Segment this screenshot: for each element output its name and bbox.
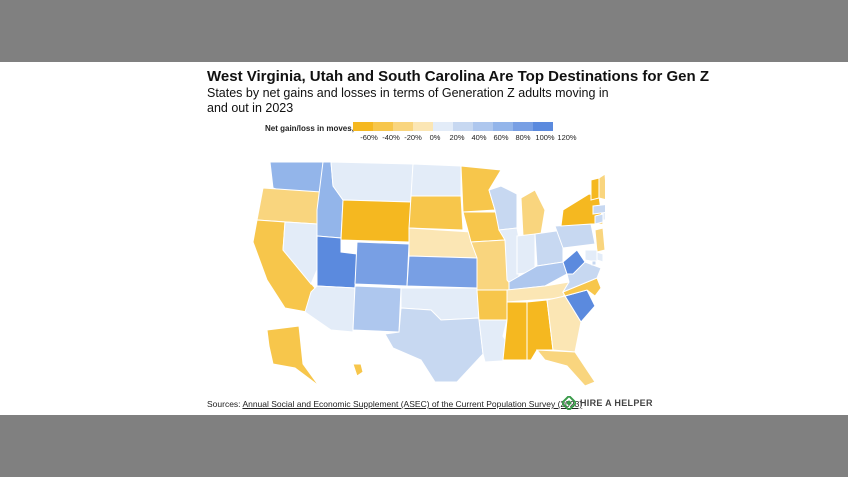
state-utah [316,235,358,289]
legend-swatch [473,122,493,131]
state-west-virginia [562,249,586,275]
legend-tick-label: 0% [429,133,441,142]
hire-a-helper-logo: HIRE A HELPER [562,396,653,410]
state-alaska [266,325,320,387]
sources-note: Sources: Annual Social and Economic Supp… [207,399,582,409]
state-south-dakota [408,195,464,231]
legend-ticks: -60% -40% -20% 0% 20% 40% 60% 80% 100% 120% [353,133,577,143]
state-vermont [590,177,600,201]
legend-swatch [533,122,553,131]
state-wyoming [340,199,412,243]
us-choropleth-map [252,161,605,387]
bottom-letterbox [0,415,848,477]
legend-color-bar [353,122,553,131]
state-oregon [256,187,322,225]
state-indiana [516,233,536,275]
top-letterbox [0,0,848,62]
state-nebraska [408,227,478,259]
legend-swatch [353,122,373,131]
legend-tick-label: 100% [535,133,555,142]
state-new-mexico [352,285,402,333]
source-link[interactable]: Annual Social and Economic Supplement (A… [242,399,583,409]
state-delaware [596,251,604,263]
state-north-dakota [410,163,462,197]
state-montana [330,161,414,203]
state-district-of-columbia [591,260,597,266]
state-connecticut [594,213,604,225]
legend-swatch [413,122,433,131]
state-new-hampshire [598,173,605,201]
state-washington [269,161,324,193]
legend-tick-label: 40% [471,133,487,142]
state-kansas [406,255,478,289]
legend-swatch [513,122,533,131]
legend-tick-label: 120% [557,133,577,142]
state-colorado [354,241,410,287]
legend-swatch [373,122,393,131]
legend-tick-label: -40% [382,133,400,142]
state-georgia [546,295,582,353]
legend-swatch [433,122,453,131]
state-michigan [520,189,546,237]
chart-subtitle: States by net gains and losses in terms … [207,86,609,115]
state-maryland [584,249,598,263]
state-arizona [304,285,356,333]
source-prefix: Sources: [207,399,243,409]
state-hawaii [352,363,364,377]
state-rhode-island [602,211,605,221]
legend-tick-label: 20% [449,133,465,142]
state-new-york [560,193,604,227]
legend-tick-label: -60% [360,133,378,142]
legend-tick-label: -20% [404,133,422,142]
state-mississippi [502,301,528,361]
legend-swatch [493,122,513,131]
state-massachusetts [592,204,605,215]
state-arkansas [476,289,510,321]
state-nevada [282,221,318,285]
state-new-jersey [594,227,605,253]
state-florida [535,349,596,387]
legend-swatch [453,122,473,131]
state-texas [384,307,484,383]
legend-label: Net gain/loss in moves, % [265,124,364,133]
chart-title: West Virginia, Utah and South Carolina A… [207,68,709,85]
legend-tick-label: 60% [493,133,509,142]
logo-text: HIRE A HELPER [580,398,653,408]
legend-tick-label: 80% [515,133,531,142]
hire-a-helper-logo-icon [562,396,576,410]
legend-swatch [393,122,413,131]
